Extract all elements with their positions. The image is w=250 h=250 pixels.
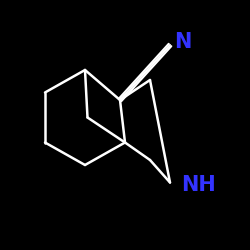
Text: N: N <box>174 32 192 52</box>
Text: NH: NH <box>181 175 216 195</box>
